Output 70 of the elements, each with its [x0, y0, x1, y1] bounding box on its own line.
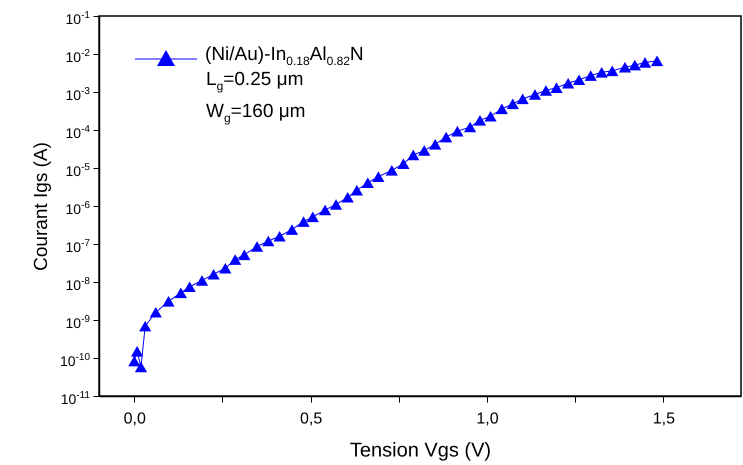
point: [238, 249, 250, 260]
point: [440, 132, 452, 142]
point: [638, 57, 652, 68]
point: [184, 281, 196, 292]
point: [496, 104, 508, 114]
point: [528, 89, 542, 100]
point: [506, 98, 519, 110]
point: [139, 320, 152, 332]
x-tick-label: 0,0: [124, 410, 146, 428]
point: [397, 158, 410, 169]
y-tick-label: 10$^{-6}$: [66, 199, 90, 218]
y-axis-title: Courant Igs (A): [31, 142, 52, 271]
point: [297, 216, 310, 227]
annotation: W$_{g}$=160 μm: [205, 100, 306, 127]
y-tick-label: 10$^{-9}$: [66, 313, 90, 332]
point: [219, 262, 232, 274]
point: [596, 66, 608, 78]
annotation: L$_{g}$=0.25 μm: [205, 68, 304, 95]
x-tick-label: 0,5: [300, 410, 322, 428]
point: [562, 78, 574, 89]
y-tick-label: 10$^{-7}$: [66, 237, 90, 256]
point: [606, 66, 618, 76]
point: [628, 60, 641, 70]
point: [429, 139, 442, 150]
point: [516, 94, 529, 104]
point: [208, 268, 220, 280]
point: [572, 74, 586, 86]
point: [229, 254, 242, 265]
point: [330, 199, 342, 210]
point: [372, 171, 384, 182]
point: [130, 346, 144, 357]
y-tick-label: 10$^{-3}$: [66, 85, 90, 104]
point: [342, 192, 354, 203]
point: [134, 362, 148, 372]
legend-label: (Ni/Au)-In$_{0.18}$Al$_{0.82}$N: [205, 44, 364, 68]
point: [318, 204, 332, 216]
point: [306, 211, 319, 222]
point: [174, 287, 187, 298]
y-tick-label: 10$^{-4}$: [66, 123, 90, 142]
y-tick-label: 10$^{-2}$: [66, 47, 90, 66]
y-tick-label: 10$^{-8}$: [66, 275, 90, 294]
point: [286, 224, 298, 235]
point: [196, 275, 208, 286]
point: [262, 236, 274, 246]
point: [150, 306, 162, 318]
y-tick-label: 10$^{-5}$: [66, 161, 90, 180]
point: [386, 164, 398, 176]
point: [540, 85, 552, 96]
y-tick-label: 10$^{-11}$: [60, 389, 90, 408]
point: [474, 114, 486, 126]
point: [418, 145, 430, 156]
point: [162, 296, 175, 307]
point: [650, 56, 664, 66]
point: [618, 62, 632, 72]
point: [464, 122, 476, 132]
point: [484, 110, 497, 122]
point: [273, 230, 286, 242]
point: [128, 356, 140, 366]
point: [250, 241, 264, 252]
point: [550, 82, 563, 93]
x-tick-label: 1,0: [476, 410, 499, 428]
x-axis-title: Tension Vgs (V): [350, 440, 492, 462]
point: [451, 126, 464, 136]
point: [584, 70, 597, 81]
y-tick-label: 10$^{-10}$: [60, 351, 90, 370]
point: [350, 184, 363, 196]
point: [407, 150, 420, 160]
x-tick-label: 1,5: [652, 410, 676, 428]
point: [362, 177, 374, 188]
y-tick-label: 10$^{-1}$: [66, 9, 90, 28]
